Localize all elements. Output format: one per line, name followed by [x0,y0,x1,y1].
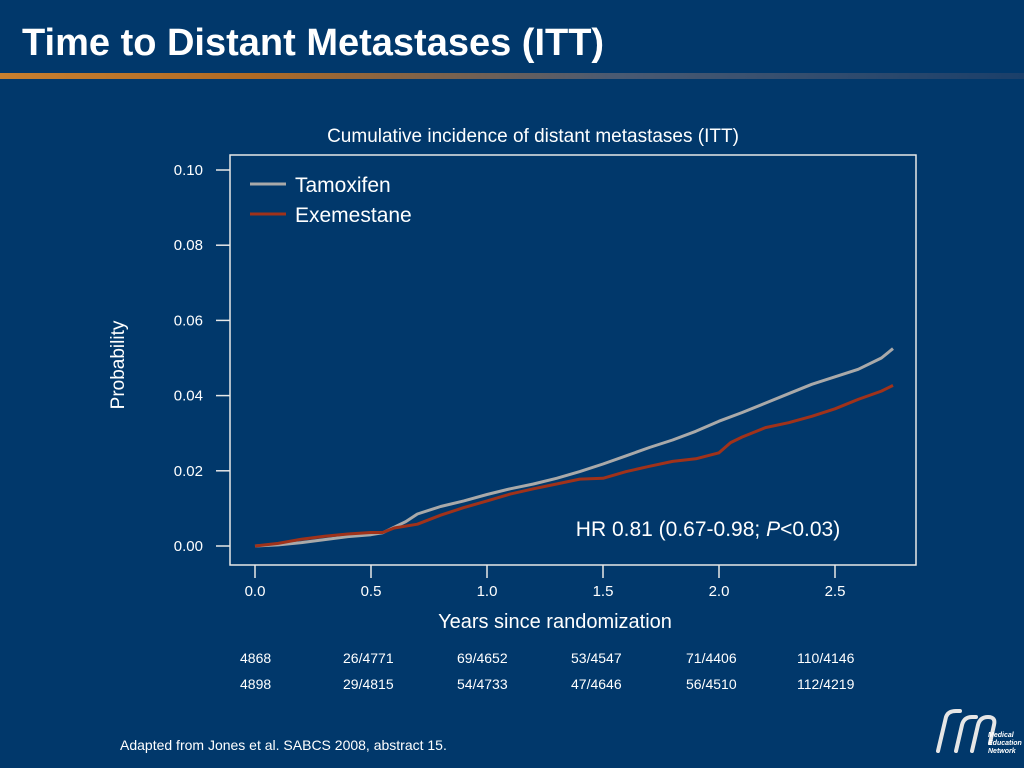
x-tick-label: 1.5 [593,583,614,600]
x-tick-label: 0.5 [361,583,382,600]
medical-education-network-logo: Medical Education Network [936,709,1022,755]
logo-text-line-2: Education [988,740,1022,747]
x-tick-label: 2.0 [709,583,730,600]
risk-table-cell: 69/4652 [457,650,508,666]
y-tick-label: 0.06 [174,312,203,329]
risk-table-cell: 112/4219 [797,676,855,692]
chart-title: Cumulative incidence of distant metastas… [327,126,739,147]
y-tick-label: 0.10 [174,162,203,179]
legend-label-tamoxifen: Tamoxifen [295,174,391,197]
logo-text-line-3: Network [988,748,1017,755]
y-tick-label: 0.08 [174,237,203,254]
series-line-tamoxifen [254,347,894,548]
x-axis-label: Years since randomization [438,611,672,633]
risk-table: 4868 26/4771 69/4652 53/4547 71/4406 110/4146… [240,650,855,692]
y-tick-label: 0.00 [174,538,203,555]
risk-table-cell: 54/4733 [457,676,508,692]
risk-table-cell: 56/4510 [686,676,737,692]
risk-table-cell: 71/4406 [686,650,737,666]
footnote: Adapted from Jones et al. SABCS 2008, ab… [120,737,447,753]
plot-frame [229,154,917,566]
x-axis: 0.0 0.5 1.0 1.5 2.0 2.5 [245,565,846,600]
risk-table-cell: 26/4771 [343,650,394,666]
y-axis: 0.00 0.02 0.04 0.06 0.08 0.10 [174,162,230,555]
risk-table-cell: 53/4547 [571,650,622,666]
x-tick-label: 1.0 [477,583,498,600]
y-tick-label: 0.02 [174,463,203,480]
legend: Tamoxifen Exemestane [250,174,412,227]
slide-title: Time to Distant Metastases (ITT) [22,22,605,64]
risk-table-cell: 4898 [240,676,271,692]
x-tick-label: 0.0 [245,583,266,600]
series-group [254,347,894,548]
title-underline [0,73,1024,79]
y-axis-label: Probability [108,320,129,409]
risk-table-cell: 4868 [240,650,271,666]
risk-table-cell: 110/4146 [797,650,855,666]
risk-table-cell: 29/4815 [343,676,394,692]
y-tick-label: 0.04 [174,388,203,405]
x-tick-label: 2.5 [825,583,846,600]
series-line-exemestane [254,384,894,548]
hazard-ratio-annotation: HR 0.81 (0.67-0.98; P<0.03) [576,518,840,541]
logo-text-line-1: Medical [988,732,1015,739]
legend-label-exemestane: Exemestane [295,204,412,227]
risk-table-cell: 47/4646 [571,676,622,692]
